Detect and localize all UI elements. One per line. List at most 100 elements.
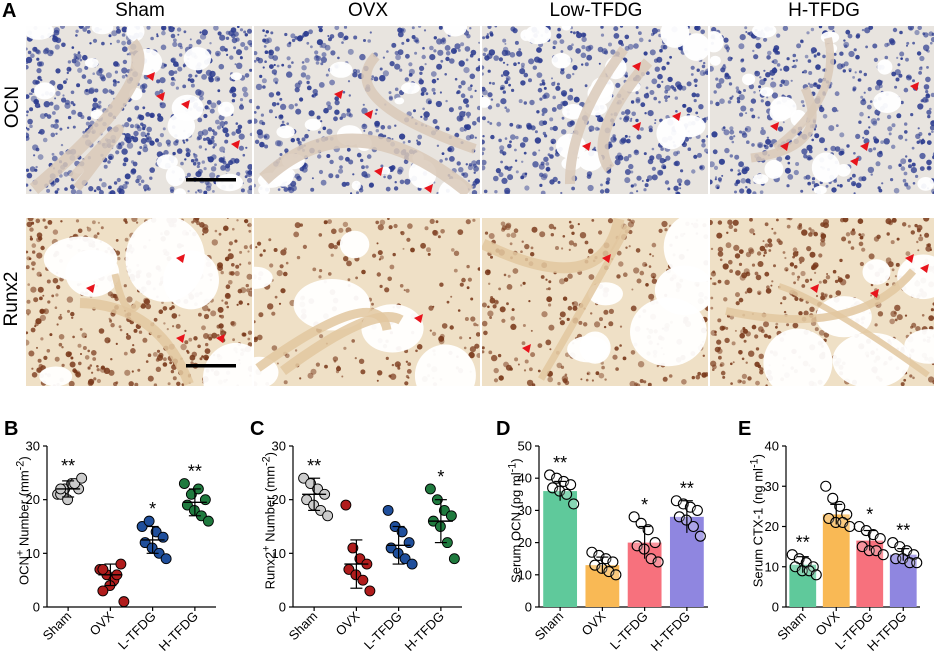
data-point [561,488,573,500]
y-tick-label: 40 [765,439,779,454]
x-tick-label: H-TFDG [156,609,201,654]
data-point [568,498,580,510]
significance-label: ** [307,456,321,476]
data-point [97,563,109,575]
micrograph-runx2-low-tfdg [482,218,708,386]
row-label-ocn: OCN [2,85,23,129]
data-point [807,561,819,573]
significance-label: * [641,495,648,515]
y-tick-label: 10 [765,559,779,574]
data-point [687,520,699,533]
row-label-runx2: Runx2 [1,271,22,327]
chart-panel-e: E Serum CTX-1 (ng ml-1) 0 10 20 30 40 Sham ** OVX… [734,410,934,668]
data-point [199,494,211,506]
significance-label: ** [896,521,910,541]
y-tick-label: 0 [279,600,286,615]
x-tick-label: OVX [86,608,116,638]
data-point [607,556,619,568]
y-tick-label: 10 [26,546,40,561]
y-tick-label: 0 [772,600,779,615]
data-point [844,520,856,533]
data-point [911,557,923,569]
data-point [565,479,577,491]
x-tick-label: H-TFDG [648,609,693,654]
y-tick-label: 0 [33,600,40,615]
column-title-ovx: OVX [347,0,389,21]
data-point [160,553,172,565]
x-tick-label: OVX [578,608,608,638]
y-tick-label: 10 [518,567,532,582]
y-tick-label: 20 [518,535,532,550]
y-tick-label: 30 [765,479,779,494]
panel-letter-a: A [2,0,17,22]
data-point [691,504,703,516]
data-point [424,483,436,495]
y-tick-label: 30 [26,439,40,454]
y-tick-label: 20 [765,519,779,534]
x-tick-label: Sham [532,609,567,644]
y-tick-label: 50 [518,439,532,454]
x-tick-label: Sham [286,609,321,644]
x-tick-label: H-TFDG [402,609,447,654]
micrograph-ocn-ovx [254,26,480,194]
data-point [347,542,359,554]
data-point [445,510,457,522]
data-point [610,569,622,581]
column-title-sham: Sham [115,0,165,21]
significance-label: ** [553,453,567,473]
y-tick-label: 0 [525,600,532,615]
micrograph-ocn-sham [26,26,252,194]
significance-label: * [437,467,444,487]
data-point [448,553,460,565]
x-tick-label: Sham [40,609,75,644]
bar [543,491,578,607]
data-point [827,492,839,504]
data-point [810,569,822,581]
significance-label: ** [680,479,694,499]
y-tick-label: 20 [272,492,286,507]
x-tick-label: OVX [332,608,362,638]
data-point [178,478,190,490]
x-tick-label: OVX [812,608,842,638]
data-point [322,510,334,522]
y-tick-label: 40 [518,471,532,486]
chart-panel-c: C Runx2+ Number (mm-2) 0 10 20 30 Sham ** OVX L-T… [246,410,476,668]
significance-label: * [149,499,156,519]
x-tick-label: Sham [774,609,809,644]
data-point [820,480,832,492]
data-point [877,549,889,561]
significance-label: ** [796,533,810,553]
data-point [118,596,130,608]
micrograph-ocn-low-tfdg [482,26,708,194]
micrograph-ocn-h-tfdg [710,26,934,194]
significance-label: ** [188,462,202,482]
significance-label: * [866,505,873,525]
micrograph-runx2-sham [26,218,252,386]
data-point [628,511,640,523]
data-point [635,517,647,529]
data-point [694,530,706,542]
data-point [652,556,664,568]
data-point [357,574,369,586]
x-tick-label: L-TFDG [115,609,159,653]
panel-letter-b: B [4,418,19,440]
chart-panel-b: B OCN+ Number (mm-2) 0 10 20 30 Sham ** OVX L-TFD… [0,410,230,668]
data-point [76,472,88,484]
data-point [97,585,109,597]
y-tick-label: 10 [272,546,286,561]
y-tick-label: 30 [518,503,532,518]
y-tick-label: 30 [272,439,286,454]
chart-panel-d: D Serum OCN (pg ml-1) 0 10 20 30 40 50 Sham ** OVX… [492,410,722,668]
column-title-h-tfdg: H-TFDG [788,0,860,21]
y-tick-label: 20 [26,492,40,507]
panel-letter-e: E [738,418,752,440]
x-tick-label: L-TFDG [607,609,651,653]
bar [822,514,850,607]
micrograph-runx2-h-tfdg [710,218,934,386]
column-title-low-tfdg: Low-TFDG [549,0,643,21]
panel-letter-d: D [496,418,511,440]
data-point [364,585,376,597]
